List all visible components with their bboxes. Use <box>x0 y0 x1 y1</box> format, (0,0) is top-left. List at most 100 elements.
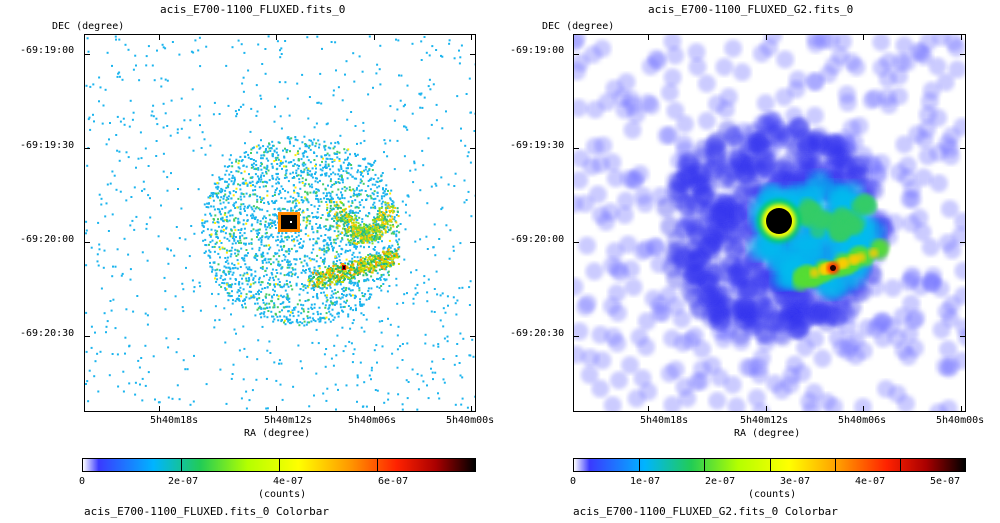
count-pixel <box>360 172 363 174</box>
count-pixel <box>383 259 386 262</box>
count-pixel <box>349 289 352 292</box>
count-pixel <box>176 131 179 134</box>
count-pixel <box>374 217 377 220</box>
count-pixel <box>199 285 202 288</box>
count-pixel <box>273 285 276 288</box>
count-pixel <box>298 201 301 204</box>
count-pixel <box>295 209 298 212</box>
diffuse-blob <box>639 382 658 401</box>
count-pixel <box>314 171 317 174</box>
count-pixel <box>337 315 340 318</box>
count-pixel <box>240 292 243 295</box>
count-pixel <box>257 293 260 296</box>
panel1-colorbar-tick: 2e-07 <box>168 476 199 487</box>
count-pixel <box>238 167 241 170</box>
count-pixel <box>211 270 213 273</box>
count-pixel <box>233 264 236 266</box>
count-pixel <box>296 139 299 142</box>
panel1-image-plot[interactable] <box>84 34 476 412</box>
count-pixel <box>243 347 246 350</box>
count-pixel <box>307 201 310 204</box>
count-pixel <box>372 228 375 231</box>
count-pixel <box>245 293 248 296</box>
count-pixel <box>325 250 328 252</box>
count-pixel <box>335 296 338 299</box>
count-pixel <box>369 163 372 166</box>
count-pixel <box>396 256 399 259</box>
count-pixel <box>218 208 221 211</box>
count-pixel <box>404 211 407 214</box>
count-pixel <box>342 223 345 226</box>
count-pixel <box>372 278 374 281</box>
count-pixel <box>260 168 263 171</box>
count-pixel <box>275 159 278 161</box>
count-pixel <box>127 156 130 159</box>
count-pixel <box>355 307 357 310</box>
diffuse-blob <box>660 83 679 102</box>
count-pixel <box>339 134 342 137</box>
count-pixel <box>336 203 339 206</box>
panel1-xtick-label: 5h40m18s <box>150 415 199 426</box>
count-pixel <box>360 232 363 235</box>
count-pixel <box>331 197 334 200</box>
panel2-image-plot[interactable] <box>573 34 966 412</box>
count-pixel <box>461 376 464 379</box>
count-pixel <box>229 233 232 236</box>
count-pixel <box>384 231 387 234</box>
count-pixel <box>396 139 399 142</box>
count-pixel <box>253 256 256 259</box>
count-pixel <box>228 178 231 181</box>
count-pixel <box>234 178 236 181</box>
count-pixel <box>350 267 353 270</box>
count-pixel <box>118 38 121 41</box>
count-pixel <box>299 187 302 190</box>
count-pixel <box>323 225 326 228</box>
count-pixel <box>217 192 220 195</box>
count-pixel <box>321 287 324 290</box>
count-pixel <box>260 290 263 293</box>
count-pixel <box>335 206 338 209</box>
count-pixel <box>301 181 304 184</box>
count-pixel <box>367 289 370 292</box>
count-pixel <box>396 210 399 213</box>
count-pixel <box>348 281 351 284</box>
diffuse-blob <box>710 368 729 387</box>
diffuse-blob <box>936 73 955 92</box>
count-pixel <box>356 219 359 221</box>
count-pixel <box>226 185 229 188</box>
count-pixel <box>161 43 164 46</box>
count-pixel <box>377 257 380 259</box>
count-pixel <box>300 199 303 201</box>
count-pixel <box>330 198 333 201</box>
count-pixel <box>322 284 324 286</box>
count-pixel <box>255 84 258 87</box>
count-pixel <box>301 152 304 155</box>
count-pixel <box>343 213 346 216</box>
diffuse-blob <box>591 206 610 225</box>
count-pixel <box>129 99 132 102</box>
count-pixel <box>361 303 363 306</box>
count-pixel <box>387 204 390 207</box>
count-pixel <box>193 232 196 235</box>
count-pixel <box>380 202 383 205</box>
count-pixel <box>216 230 219 233</box>
count-pixel <box>89 128 92 131</box>
count-pixel <box>333 301 336 304</box>
count-pixel <box>305 262 308 265</box>
count-pixel <box>201 222 204 225</box>
count-pixel <box>260 154 263 157</box>
count-pixel <box>344 274 347 277</box>
count-pixel <box>469 280 472 283</box>
count-pixel <box>125 308 128 311</box>
count-pixel <box>307 298 310 301</box>
count-pixel <box>283 306 286 309</box>
count-pixel <box>281 286 284 289</box>
count-pixel <box>336 227 339 230</box>
count-pixel <box>268 306 271 309</box>
count-pixel <box>382 252 385 255</box>
count-pixel <box>239 213 242 215</box>
diffuse-blob <box>637 337 655 356</box>
count-pixel <box>345 272 348 274</box>
count-pixel <box>396 253 399 255</box>
count-pixel <box>326 122 329 125</box>
